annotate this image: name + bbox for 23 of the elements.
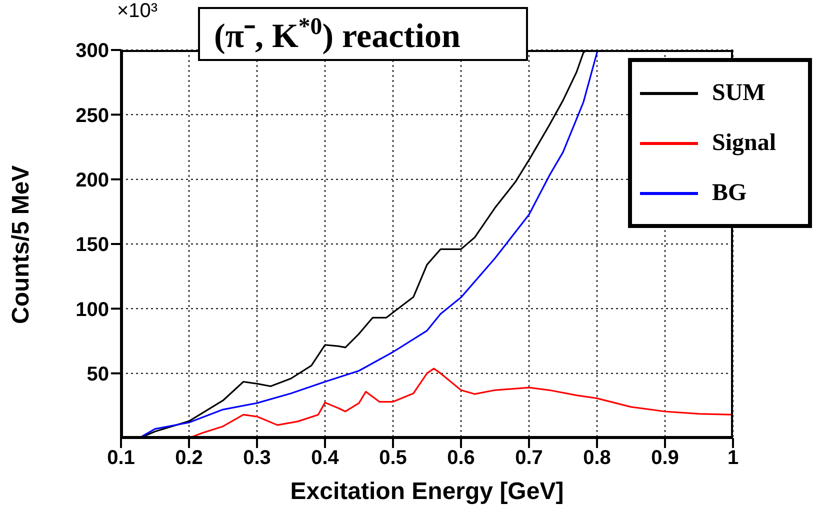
text: ×10³ — [117, 0, 158, 23]
x-tick-label: 0.4 — [311, 447, 340, 470]
x-tick-label: 1 — [727, 447, 739, 470]
y-tick-label: 250 — [76, 104, 109, 127]
x-tick-label: 0.6 — [447, 447, 475, 470]
x-tick-label: 0.3 — [243, 447, 271, 470]
legend-label: SUM — [712, 80, 766, 106]
y-tick-label: 50 — [86, 363, 109, 386]
x-tick-label: 0.1 — [107, 447, 135, 470]
y-tick-label: 200 — [76, 169, 109, 192]
legend-label: Signal — [712, 130, 776, 156]
x-tick-label: 0.7 — [515, 447, 543, 470]
x-tick-label: 0.2 — [175, 447, 203, 470]
x-tick-label: 0.9 — [651, 447, 679, 470]
chart-title: (π⁻, K$^{*0}$) reaction — [214, 14, 460, 55]
y-tick-label: 150 — [76, 234, 109, 256]
x-axis-title: Excitation Energy [GeV] — [290, 478, 564, 505]
y-tick-label: 100 — [76, 298, 109, 321]
x-tick-label: 0.5 — [379, 447, 407, 470]
x-tick-label: 0.8 — [583, 447, 611, 470]
y-axis-title: Counts/5 MeV — [8, 165, 35, 324]
legend-label: BG — [712, 180, 747, 206]
y-tick-label: 300 — [76, 40, 109, 62]
